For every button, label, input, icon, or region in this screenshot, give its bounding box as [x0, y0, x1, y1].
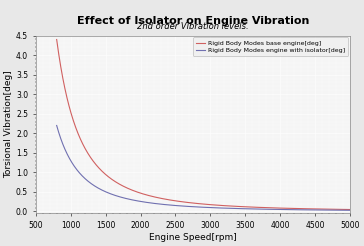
Title: Effect of Isolator on Engine Vibration: Effect of Isolator on Engine Vibration [77, 16, 309, 27]
Rigid Body Modes engine with isolator[deg] [348, 209, 352, 212]
Rigid Body Modes base engine[deg] [289, 207, 293, 210]
Rigid Body Modes engine with isolator[deg] [256, 208, 260, 211]
Rigid Body Modes base engine[deg] [348, 208, 352, 211]
Rigid Body Modes base engine[deg] [84, 150, 89, 153]
Rigid Body Modes engine with isolator[deg] [84, 179, 89, 182]
Line: Rigid Body Modes engine with isolator[deg]: Rigid Body Modes engine with isolator[de… [57, 125, 350, 210]
Rigid Body Modes engine with isolator[deg] [184, 205, 188, 208]
Rigid Body Modes base engine[deg] [256, 206, 260, 209]
Rigid Body Modes engine with isolator[deg] [173, 204, 178, 207]
Y-axis label: Torsional Vibration[deg]: Torsional Vibration[deg] [4, 71, 13, 178]
X-axis label: Engine Speed[rpm]: Engine Speed[rpm] [149, 233, 237, 242]
Legend: Rigid Body Modes base engine[deg], Rigid Body Modes engine with isolator[deg]: Rigid Body Modes base engine[deg], Rigid… [193, 37, 348, 56]
Rigid Body Modes engine with isolator[deg] [283, 208, 288, 211]
Rigid Body Modes base engine[deg] [173, 199, 178, 202]
Text: 2nd order Vibration levels.: 2nd order Vibration levels. [137, 22, 249, 31]
Rigid Body Modes engine with isolator[deg] [55, 124, 59, 127]
Line: Rigid Body Modes base engine[deg]: Rigid Body Modes base engine[deg] [57, 40, 350, 210]
Rigid Body Modes engine with isolator[deg] [289, 208, 293, 211]
Rigid Body Modes base engine[deg] [283, 207, 288, 210]
Rigid Body Modes base engine[deg] [184, 201, 188, 204]
Rigid Body Modes base engine[deg] [55, 38, 59, 41]
